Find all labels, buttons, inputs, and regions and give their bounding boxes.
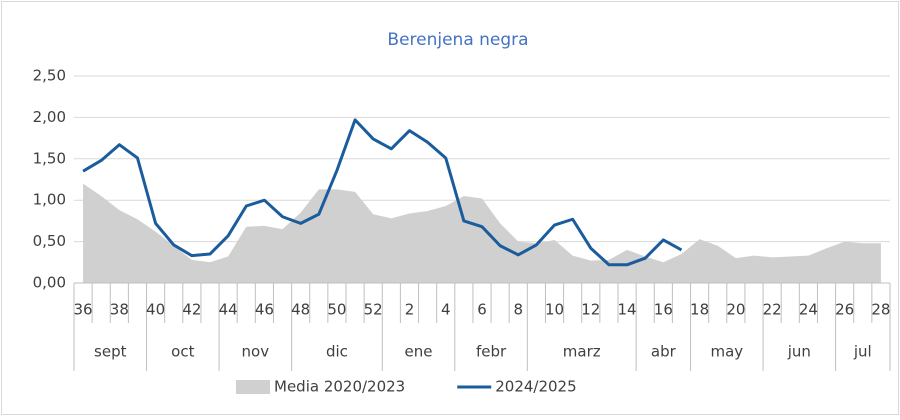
x-tick-label: 42 bbox=[182, 301, 201, 319]
x-tick-label: 36 bbox=[74, 301, 93, 319]
x-tick-label: 28 bbox=[871, 301, 890, 319]
x-tick-label: 18 bbox=[690, 301, 709, 319]
x-tick-label: 44 bbox=[219, 301, 238, 319]
y-tick-label: 1,50 bbox=[33, 149, 66, 167]
x-tick-label: 8 bbox=[513, 301, 523, 319]
y-tick-label: 2,50 bbox=[33, 67, 66, 85]
line bbox=[82, 118, 683, 267]
x-tick-label: 40 bbox=[146, 301, 165, 319]
x-tick-label: 26 bbox=[835, 301, 854, 319]
x-tick-label: 2 bbox=[405, 301, 415, 319]
legend-label: Media 2020/2023 bbox=[274, 378, 405, 396]
month-label: dic bbox=[326, 343, 348, 361]
month-label: jun bbox=[787, 343, 811, 361]
x-tick-label: 12 bbox=[581, 301, 600, 319]
x-tick-label: 52 bbox=[364, 301, 383, 319]
month-label: abr bbox=[651, 343, 677, 361]
month-label: nov bbox=[242, 343, 270, 361]
x-tick-label: 46 bbox=[255, 301, 274, 319]
x-tick-label: 16 bbox=[654, 301, 673, 319]
x-tick-label: 38 bbox=[110, 301, 129, 319]
month-label: sept bbox=[94, 343, 127, 361]
x-tick-label: 48 bbox=[291, 301, 310, 319]
x-tick-label: 50 bbox=[327, 301, 346, 319]
month-label: oct bbox=[171, 343, 194, 361]
x-tick-label: 22 bbox=[763, 301, 782, 319]
legend-swatch bbox=[236, 380, 270, 394]
month-label: ene bbox=[405, 343, 433, 361]
chart-title: Berenjena negra bbox=[387, 30, 528, 50]
y-tick-label: 0,00 bbox=[33, 274, 66, 292]
month-label: may bbox=[710, 343, 743, 361]
y-tick-label: 2,00 bbox=[33, 108, 66, 126]
x-tick-label: 20 bbox=[726, 301, 745, 319]
x-tick-label: 6 bbox=[477, 301, 487, 319]
x-tick-label: 10 bbox=[545, 301, 564, 319]
month-label: jul bbox=[853, 343, 872, 361]
x-tick-label: 24 bbox=[799, 301, 818, 319]
legend-label: 2024/2025 bbox=[495, 378, 576, 396]
month-label: febr bbox=[476, 343, 507, 361]
y-tick-label: 0,50 bbox=[33, 232, 66, 250]
month-label: marz bbox=[563, 343, 601, 361]
x-tick-label: 14 bbox=[618, 301, 637, 319]
x-tick-label: 4 bbox=[441, 301, 451, 319]
y-tick-label: 1,00 bbox=[33, 191, 66, 209]
area bbox=[83, 183, 881, 283]
